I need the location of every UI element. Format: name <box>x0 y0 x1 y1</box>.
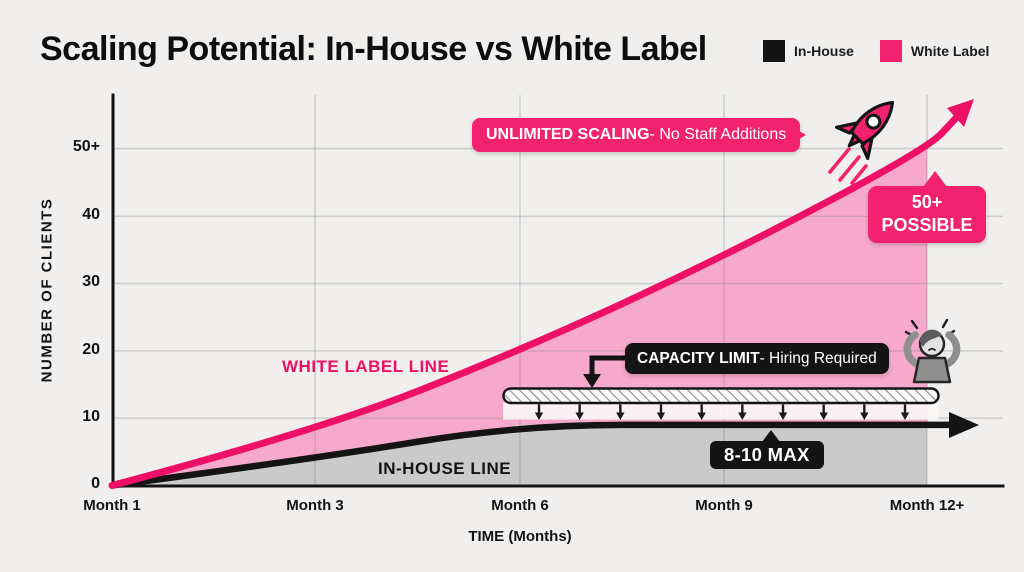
y-tick-0: 0 <box>91 475 100 492</box>
white-label-line <box>108 114 960 489</box>
x-tick-month-12: Month 12+ <box>889 497 965 514</box>
possible-badge-caption: POSSIBLE <box>881 215 973 236</box>
legend-label: In-House <box>794 43 854 59</box>
y-tick-50: 50+ <box>72 138 100 155</box>
unlimited-scaling-banner-bold: UNLIMITED SCALING <box>486 126 650 143</box>
capacity-limit-bar <box>502 387 940 405</box>
x-tick-month-9: Month 9 <box>695 497 753 514</box>
legend-item-white-label: White Label <box>879 40 990 62</box>
y-tick-20: 20 <box>82 341 100 358</box>
capacity-pointer-arrow <box>583 355 627 388</box>
x-axis-title: TIME (Months) <box>468 528 572 545</box>
in-house-arrowhead <box>949 412 979 438</box>
y-tick-30: 30 <box>82 273 100 290</box>
x-tick-month-6: Month 6 <box>491 497 549 514</box>
page-title: Scaling Potential: In-House vs White Lab… <box>40 30 707 68</box>
capacity-limit-banner-bold: CAPACITY LIMIT <box>637 349 760 367</box>
possible-badge-value: 50+ <box>911 192 943 212</box>
possible-badge: 50+ POSSIBLE <box>868 171 986 243</box>
in-house-line <box>108 421 954 489</box>
x-tick-month-1: Month 1 <box>83 497 141 514</box>
white-label-arrowhead <box>947 99 974 127</box>
capacity-limit-banner-rest: - Hiring Required <box>759 349 877 367</box>
unlimited-scaling-banner-rest: - No Staff Additions <box>649 126 787 143</box>
y-tick-40: 40 <box>82 206 100 223</box>
in-house-area <box>112 424 927 487</box>
legend-swatch <box>879 40 902 62</box>
white-label-line-label: WHITE LABEL LINE <box>282 357 450 376</box>
y-tick-10: 10 <box>82 408 100 425</box>
legend-item-in-house: In-House <box>763 40 854 62</box>
axes <box>110 93 1005 488</box>
legend-swatch <box>763 40 785 62</box>
legend-label: White Label <box>910 43 990 59</box>
stressed-person-icon <box>903 318 961 384</box>
in-house-line-label: IN-HOUSE LINE <box>378 459 512 478</box>
capacity-limit-banner: CAPACITY LIMIT - Hiring Required <box>625 343 889 374</box>
rocket-icon <box>828 100 895 185</box>
legend: In-House White Label <box>763 40 989 62</box>
unlimited-scaling-banner: UNLIMITED SCALING - No Staff Additions <box>472 118 807 152</box>
x-tick-month-3: Month 3 <box>286 497 344 514</box>
capacity-arrows-backdrop <box>503 402 939 420</box>
capacity-down-arrows <box>534 404 910 420</box>
max-clients-badge: 8-10 MAX <box>710 430 824 469</box>
